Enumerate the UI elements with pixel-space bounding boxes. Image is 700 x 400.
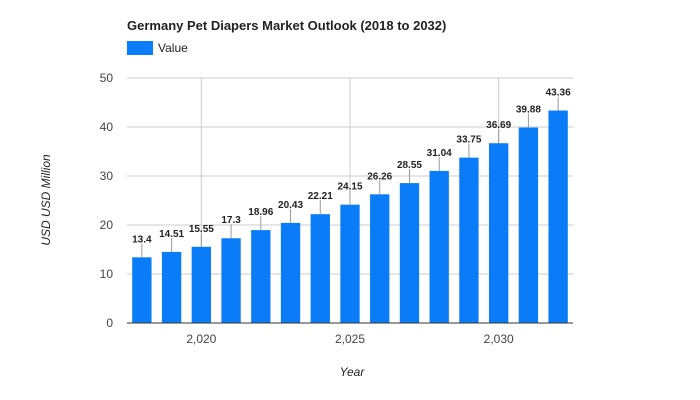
y-tick-label: 20 <box>100 218 114 232</box>
y-tick-label: 40 <box>100 120 114 134</box>
bar <box>548 110 568 323</box>
data-label: 14.51 <box>159 229 184 240</box>
x-axis-ticks: 2,020 2,025 2,030 <box>186 332 514 346</box>
data-label: 20.43 <box>278 200 303 211</box>
x-tick-label: 2,020 <box>186 332 216 346</box>
data-label: 24.15 <box>337 182 362 193</box>
x-tick-label: 2,030 <box>484 332 514 346</box>
y-tick-label: 0 <box>106 316 113 330</box>
data-label: 31.04 <box>427 148 452 159</box>
x-axis-label: Year <box>340 365 366 379</box>
data-label: 43.36 <box>546 88 571 99</box>
bar <box>399 183 420 323</box>
data-label: 33.75 <box>456 135 481 146</box>
y-axis-ticks: 0 10 20 30 40 50 <box>100 71 114 330</box>
y-axis-label: USD USD Million <box>39 154 53 246</box>
legend: Value <box>127 41 188 55</box>
bar <box>221 238 241 323</box>
data-label: 13.4 <box>132 234 152 245</box>
chart-title: Germany Pet Diapers Market Outlook (2018… <box>127 18 446 33</box>
bar <box>429 170 449 323</box>
bar <box>340 204 360 323</box>
bar <box>132 257 152 323</box>
bar <box>280 222 301 323</box>
legend-label-value: Value <box>158 41 188 55</box>
data-label: 17.3 <box>221 215 241 226</box>
bars <box>132 110 568 323</box>
bar <box>191 246 211 323</box>
y-tick-label: 50 <box>100 71 114 85</box>
bar <box>518 127 539 323</box>
x-tick-label: 2,025 <box>335 332 365 346</box>
data-label: 18.96 <box>248 207 273 218</box>
bar <box>489 143 509 323</box>
data-label: 28.55 <box>397 160 422 171</box>
data-label: 22.21 <box>308 191 333 202</box>
y-tick-label: 10 <box>100 267 114 281</box>
bar <box>251 230 271 323</box>
bar <box>459 157 479 323</box>
bar <box>310 214 330 323</box>
legend-swatch-value <box>127 41 153 55</box>
data-labels: 13.4 14.51 15.55 17.3 18.96 20.43 22.21 24.15 26… <box>132 88 571 258</box>
y-tick-label: 30 <box>100 169 114 183</box>
bar <box>370 194 390 323</box>
bar <box>161 251 182 323</box>
data-label: 36.69 <box>486 120 511 131</box>
data-label: 26.26 <box>367 171 392 182</box>
data-label: 15.55 <box>189 224 214 235</box>
data-label: 39.88 <box>516 105 541 116</box>
